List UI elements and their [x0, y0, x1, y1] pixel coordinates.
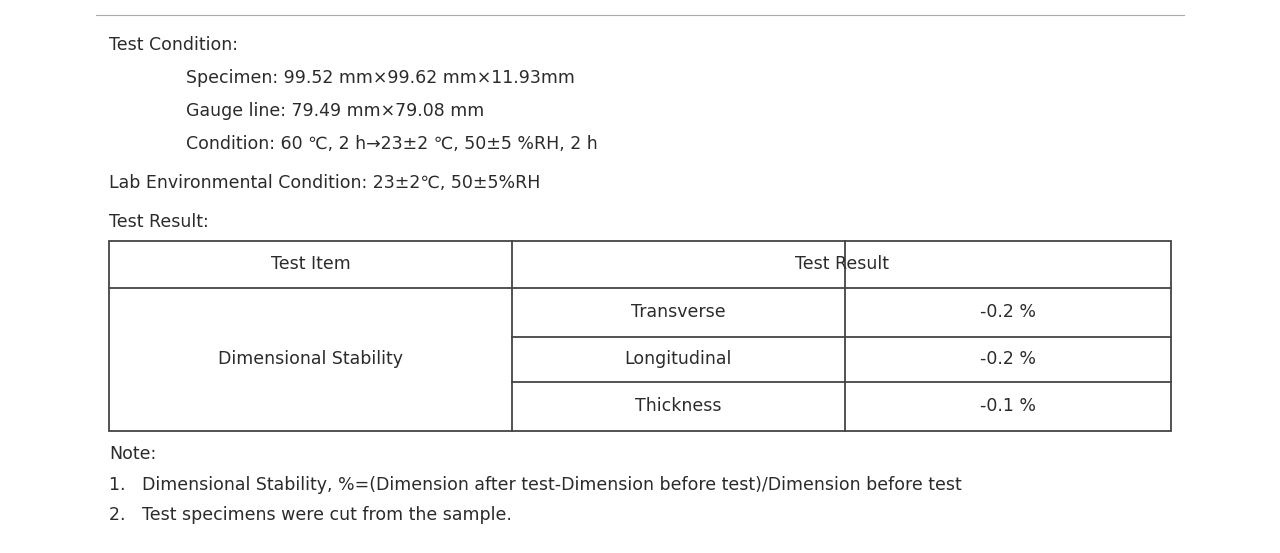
Text: -0.1 %: -0.1 % [980, 398, 1036, 415]
Text: -0.2 %: -0.2 % [980, 304, 1036, 321]
Text: Test Item: Test Item [270, 255, 351, 273]
Text: 1.   Dimensional Stability, %=(Dimension after test-Dimension before test)/Dimen: 1. Dimensional Stability, %=(Dimension a… [109, 476, 961, 494]
Text: 2.   Test specimens were cut from the sample.: 2. Test specimens were cut from the samp… [109, 506, 512, 524]
Text: Longitudinal: Longitudinal [625, 351, 732, 368]
Text: Gauge line: 79.49 mm×79.08 mm: Gauge line: 79.49 mm×79.08 mm [186, 102, 484, 121]
Text: Dimensional Stability: Dimensional Stability [218, 351, 403, 368]
Text: Transverse: Transverse [631, 304, 726, 321]
Bar [109, 241, 1171, 431]
Text: Specimen: 99.52 mm×99.62 mm×11.93mm: Specimen: 99.52 mm×99.62 mm×11.93mm [186, 69, 575, 87]
Text: Lab Environmental Condition: 23±2℃, 50±5%RH: Lab Environmental Condition: 23±2℃, 50±5… [109, 174, 540, 192]
Text: Test Condition:: Test Condition: [109, 36, 238, 54]
Text: -0.2 %: -0.2 % [980, 351, 1036, 368]
Text: Test Result: Test Result [795, 255, 888, 273]
Text: Thickness: Thickness [635, 398, 722, 415]
Text: Test Result:: Test Result: [109, 213, 209, 231]
Text: Note:: Note: [109, 445, 156, 463]
Text: Condition: 60 ℃, 2 h→23±2 ℃, 50±5 %RH, 2 h: Condition: 60 ℃, 2 h→23±2 ℃, 50±5 %RH, 2… [186, 135, 598, 154]
